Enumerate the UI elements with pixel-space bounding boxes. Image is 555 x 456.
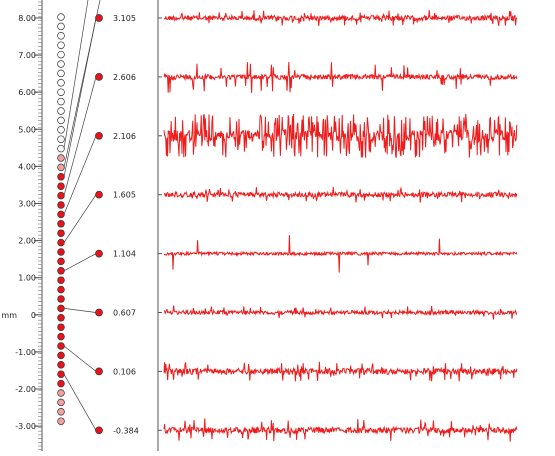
axis-tick-label: 0 [31, 311, 36, 320]
electrode-contact [57, 163, 65, 172]
electrode-contact [57, 417, 65, 425]
channel-trace [163, 361, 518, 382]
axis-tick-label: 1.00 [18, 274, 36, 283]
channel-trace [163, 113, 518, 158]
channel-label: 0.106 [113, 367, 136, 376]
electrode-contact [57, 173, 65, 181]
channel-marker [95, 426, 103, 435]
electrode-contact [57, 229, 65, 237]
electrode-contact [57, 144, 65, 153]
electrode-contact [57, 154, 65, 162]
electrode-contact [57, 41, 65, 49]
electrode-contact [57, 32, 65, 40]
channel-trace [163, 418, 518, 442]
electrode-contact [57, 379, 65, 388]
axis-tick-label: -3.00 [15, 422, 36, 431]
axis-tick-label: 4.00 [18, 162, 36, 171]
trace-panel [157, 0, 518, 451]
axis-tick-label: 3.00 [18, 200, 36, 209]
channel-connector [63, 0, 101, 168]
axis-tick-label: 5.00 [18, 125, 36, 134]
electrode-contact [57, 79, 65, 87]
electrode-contact [57, 314, 65, 322]
channel-label: 2.606 [113, 73, 136, 82]
electrode-contact [57, 267, 65, 275]
electrode-contact [57, 276, 65, 284]
electrode-contact [57, 257, 65, 266]
electrode-column [57, 13, 65, 425]
electrode-contact [57, 351, 65, 360]
channel-label: -0.384 [113, 426, 139, 435]
channel-trace [163, 10, 518, 27]
electrode-contact [57, 361, 65, 369]
channel-trace [163, 305, 518, 320]
electrode-contact [57, 107, 65, 115]
channel-labels: 3.105 2.606 2.106 1.605 1.104 0.607 0.106 -0.38… [95, 14, 139, 435]
axis-tick-label: -1.00 [15, 348, 36, 357]
channel-connector [63, 253, 97, 272]
electrode-contact [57, 210, 65, 219]
electrode-contact [57, 389, 65, 397]
channel-marker [95, 367, 103, 376]
electrode-contact [57, 332, 65, 341]
channel-marker [95, 249, 103, 258]
channel-marker [95, 131, 103, 140]
electrode-contact [57, 116, 65, 125]
channel-connector [63, 135, 97, 215]
channel-label: 2.106 [113, 132, 136, 141]
channel-connector [63, 308, 97, 313]
electrode-contact [57, 191, 65, 200]
channel-label: 0.607 [113, 309, 136, 318]
channel-trace [163, 61, 518, 93]
electrode-contact [57, 323, 65, 331]
electrode-contact [57, 238, 65, 247]
channel-connector [63, 0, 89, 149]
electrode-contact [57, 135, 65, 143]
electrode-contact [57, 201, 65, 209]
electrode-contact [57, 50, 65, 59]
electrode-contact [57, 69, 65, 78]
electrode-contact [57, 398, 65, 407]
channel-trace [163, 186, 518, 203]
electrode-contact [57, 304, 65, 313]
channel-label: 3.105 [113, 14, 136, 23]
electrode-contact [57, 22, 65, 31]
axis-tick-label: 6.00 [18, 88, 36, 97]
axis-tick-label: 8.00 [18, 14, 36, 23]
channel-marker [95, 308, 103, 317]
channel-trace [163, 235, 518, 273]
electrode-contact [57, 408, 65, 416]
channel-connector [63, 76, 97, 196]
electrode-contact [57, 13, 65, 21]
channel-label: 1.605 [113, 191, 136, 200]
electrode-contact [57, 88, 65, 96]
channel-marker [95, 73, 103, 81]
channel-marker [95, 190, 103, 199]
depth-axis: 8.00 7.00 6.00 5.00 4.00 3.00 2.00 1.00 mm 0 -1.00… [1, 0, 43, 451]
channel-marker [95, 14, 103, 22]
channel-connector [63, 345, 97, 372]
electrode-contact [57, 342, 65, 350]
axis-unit-label: mm [1, 311, 17, 320]
electrode-contact [57, 182, 65, 190]
electrode-contact [57, 248, 65, 256]
electrode-contact [57, 285, 65, 294]
electrode-contact [57, 370, 65, 378]
electrode-contact [57, 126, 65, 134]
electrode-contact [57, 60, 65, 68]
electrode-contact [57, 295, 65, 303]
axis-tick-label: -2.00 [15, 385, 36, 394]
channel-connectors [63, 0, 101, 431]
channel-label: 1.104 [113, 250, 136, 259]
axis-tick-label: 2.00 [18, 237, 36, 246]
axis-tick-label: 7.00 [18, 51, 36, 60]
electrode-contact [57, 220, 65, 228]
channel-connector [63, 194, 97, 243]
electrode-contact [57, 97, 65, 106]
channel-connector [63, 374, 97, 431]
